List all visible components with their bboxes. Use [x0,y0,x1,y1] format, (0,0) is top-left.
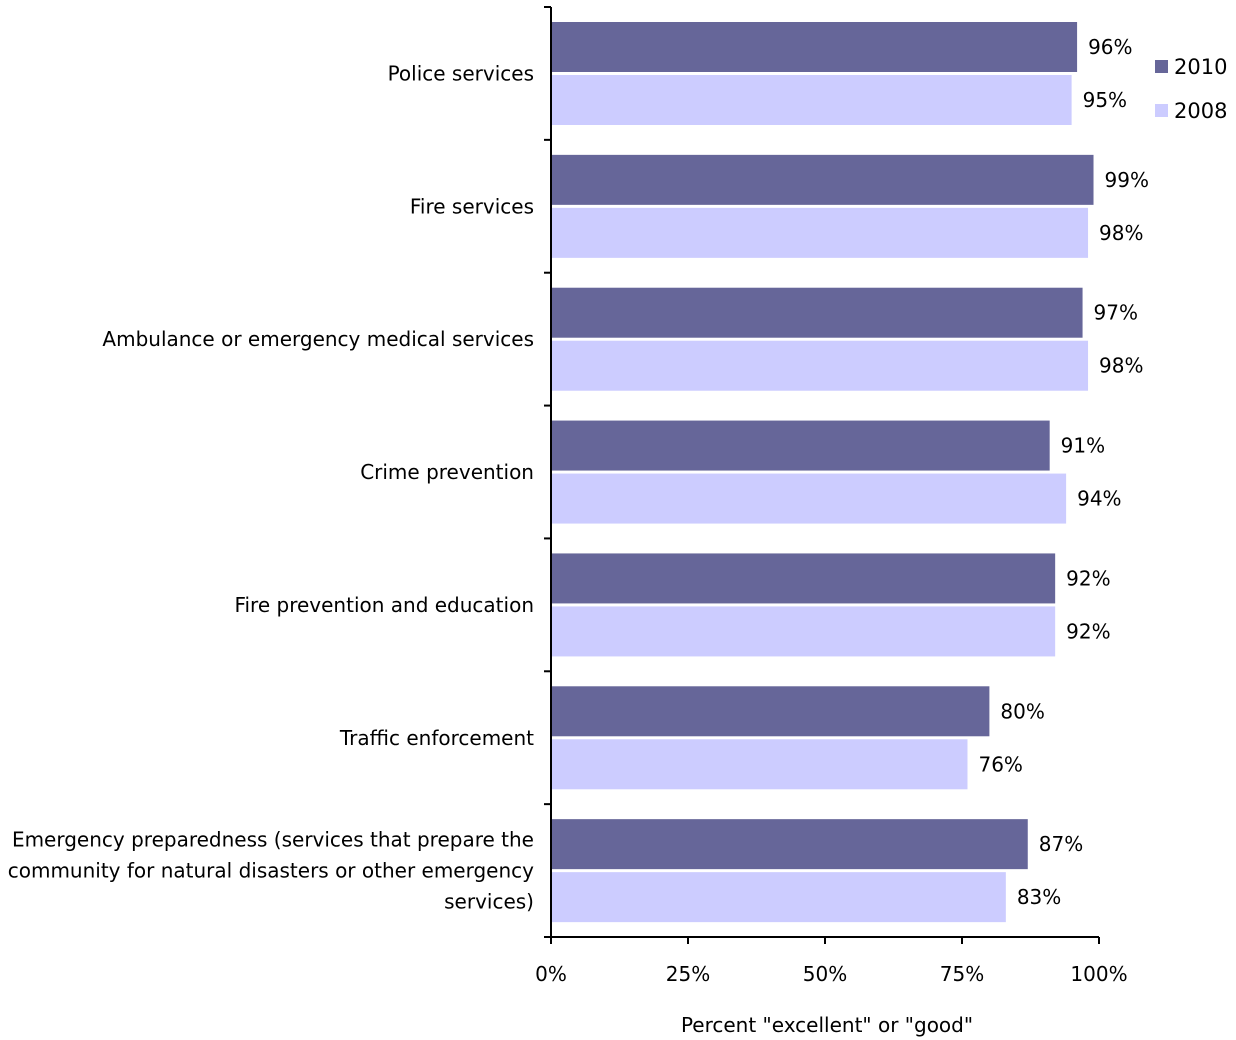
category-label-6: Emergency preparedness (services that pr… [8,828,534,914]
bar-2008-0 [552,75,1072,125]
category-label-0: Police services [388,62,534,86]
bar-2010-6 [552,819,1028,870]
data-label-2008-4: 92% [1066,619,1110,643]
data-label-2008-0: 95% [1083,88,1127,112]
legend-swatch-2008 [1155,104,1168,117]
data-label-2010-5: 80% [1000,699,1044,723]
data-label-2010-4: 92% [1066,566,1110,590]
x-tick-label-4: 100% [1070,962,1127,986]
bar-2010-4 [552,553,1056,604]
bar-2010-2 [552,287,1083,338]
data-label-2010-1: 99% [1105,168,1149,192]
legend-label-2008: 2008 [1174,99,1227,123]
data-label-2008-1: 98% [1099,221,1143,245]
category-label-5: Traffic enforcement [339,726,534,750]
data-label-2008-3: 94% [1077,487,1121,511]
x-tick-label-3: 75% [940,962,984,986]
data-label-2010-2: 97% [1094,301,1138,325]
data-label-2008-2: 98% [1099,354,1143,378]
labels-layer: 96% 95% Police services 99% 98% Fire services… [8,35,1149,1037]
bar-2010-5 [552,686,990,737]
category-label-1: Fire services [410,194,534,218]
legend-swatch-2010 [1155,60,1168,73]
data-label-2010-3: 91% [1061,434,1105,458]
axes-layer [544,6,1100,944]
legend-label-2010: 2010 [1174,55,1227,79]
category-label-4: Fire prevention and education [234,593,534,617]
bar-2010-3 [552,420,1050,471]
category-label-3: Crime prevention [360,460,534,484]
x-tick-label-0: 0% [535,962,567,986]
x-axis-title: Percent "excellent" or "good" [681,1013,973,1037]
bar-2008-6 [552,872,1006,923]
bar-2008-3 [552,473,1067,524]
bar-2008-4 [552,606,1056,657]
x-tick-label-1: 25% [666,962,710,986]
data-label-2008-5: 76% [978,752,1022,776]
data-label-2008-6: 83% [1017,885,1061,909]
data-label-2010-6: 87% [1039,832,1083,856]
bars-layer [552,22,1094,923]
x-tick-label-2: 50% [803,962,847,986]
category-label-2: Ambulance or emergency medical services [102,327,534,351]
bar-2010-0 [552,22,1078,72]
legend: 2010 2008 [1155,55,1227,123]
bar-2010-1 [552,154,1094,205]
data-label-2010-0: 96% [1088,35,1132,59]
bar-2008-1 [552,207,1089,258]
bar-2008-2 [552,340,1089,391]
bar-2008-5 [552,739,968,790]
